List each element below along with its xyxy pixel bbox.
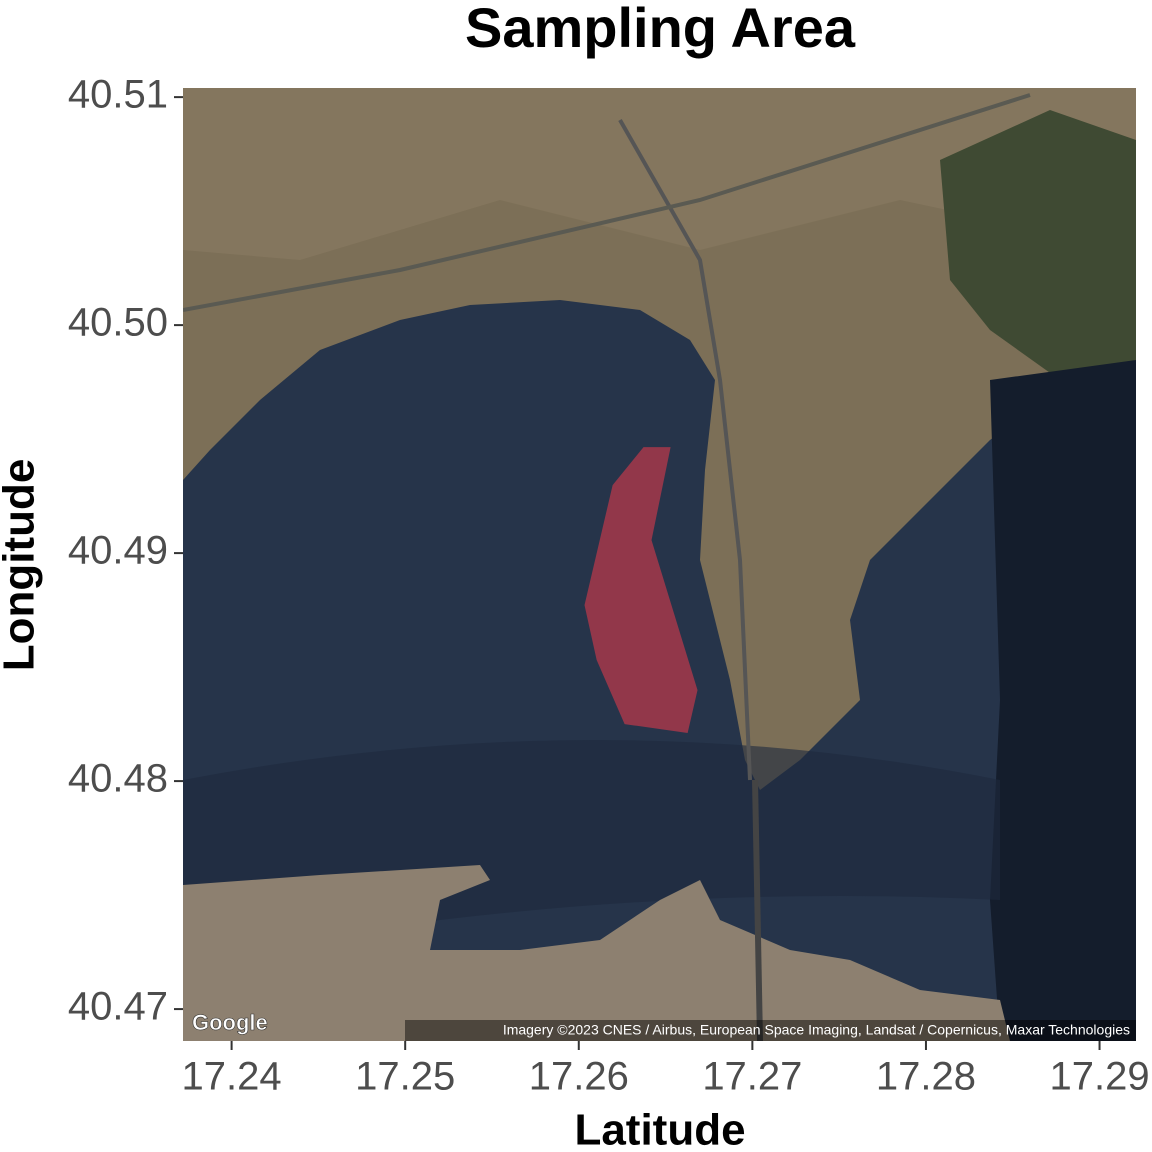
x-tick-label: 17.24	[182, 1055, 282, 1099]
satellite-image: Imagery ©2023 CNES / Airbus, European Sp…	[183, 88, 1136, 1041]
bridge	[752, 779, 763, 1041]
y-tick-label: 40.49	[68, 529, 168, 573]
attribution: Imagery ©2023 CNES / Airbus, European Sp…	[503, 1022, 1130, 1038]
chart-title: Sampling Area	[465, 0, 856, 59]
attribution-bg	[405, 1020, 1136, 1041]
y-axis-label: Longitude	[0, 459, 44, 672]
x-tick-label: 17.25	[355, 1055, 455, 1099]
y-tick-label: 40.48	[68, 757, 168, 801]
deep-water	[990, 360, 1136, 1041]
y-tick-label: 40.47	[68, 985, 168, 1029]
x-tick-label: 17.26	[529, 1055, 629, 1099]
city	[183, 865, 1010, 1041]
x-tick-label: 17.29	[1049, 1055, 1149, 1099]
road	[183, 93, 1031, 312]
y-tick-label: 40.51	[68, 73, 168, 117]
x-tick-label: 17.28	[876, 1055, 976, 1099]
land	[183, 88, 1136, 260]
x-axis-label: Latitude	[574, 1106, 745, 1152]
x-tick-label: 17.27	[702, 1055, 802, 1099]
y-tick-label: 40.50	[68, 301, 168, 345]
forest	[940, 110, 1136, 380]
road	[618, 119, 752, 781]
sampling-area	[584, 447, 698, 733]
logo: Google	[192, 1010, 268, 1035]
